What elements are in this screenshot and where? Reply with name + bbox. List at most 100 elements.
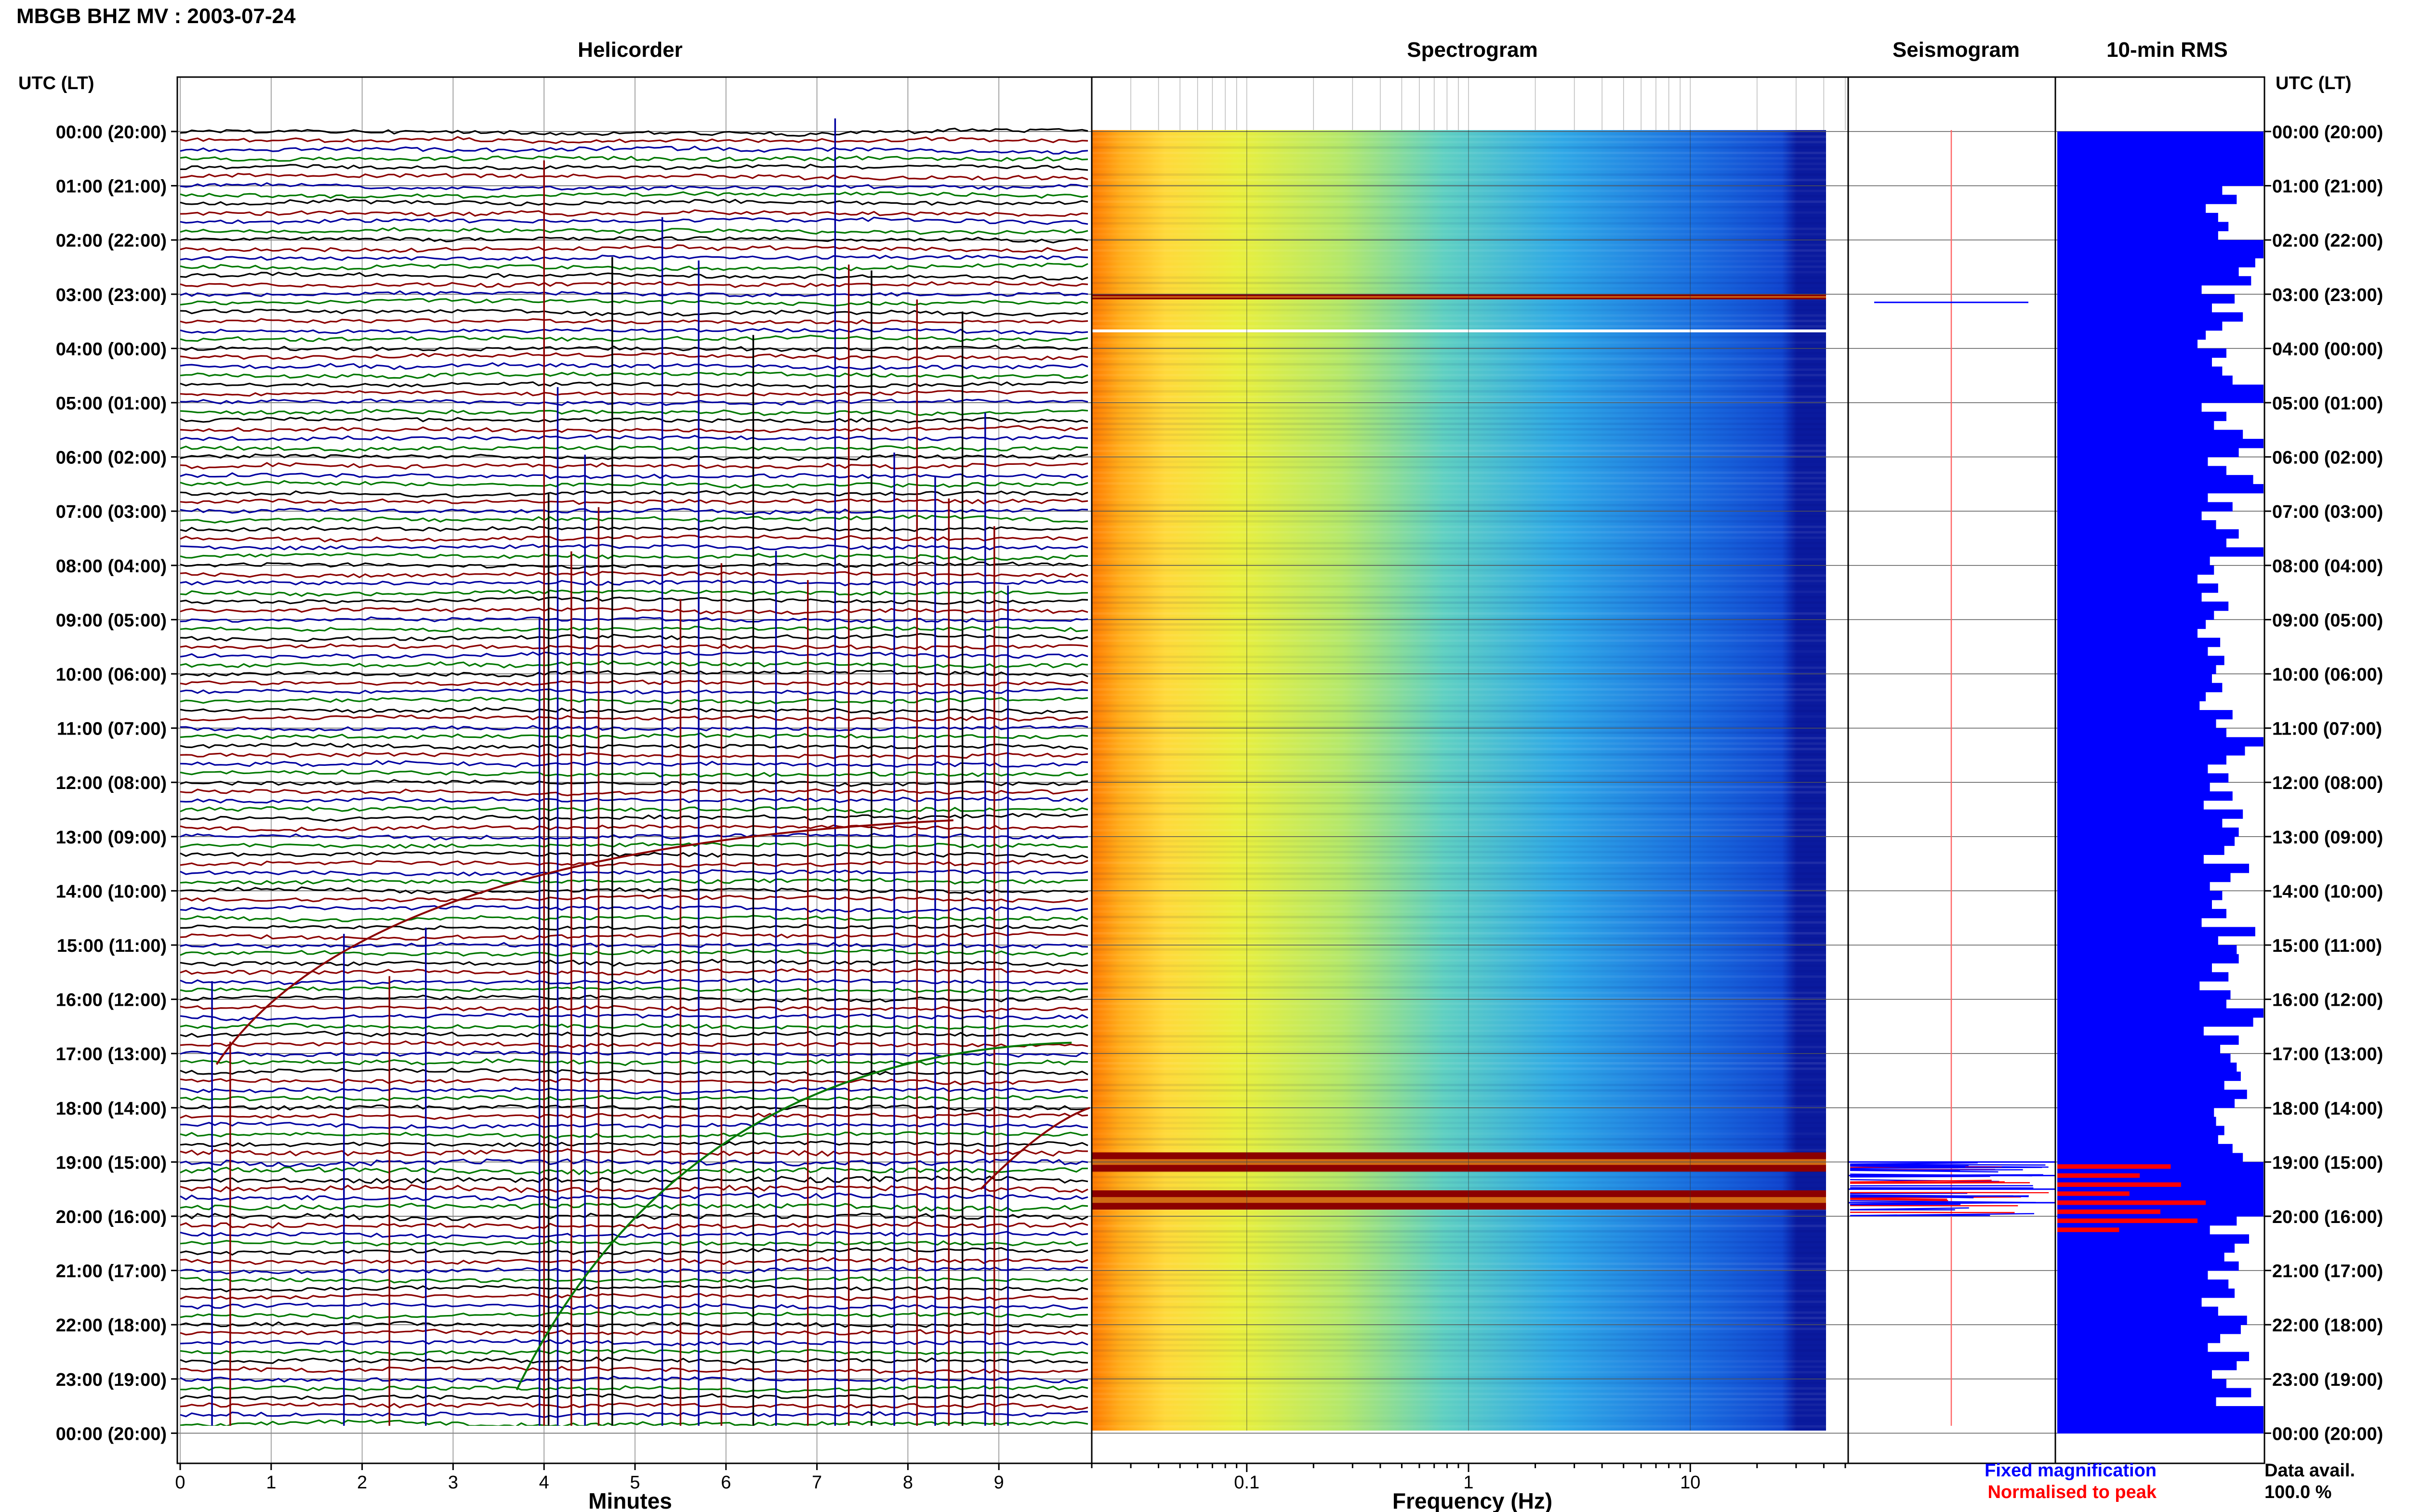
rms-bar [2057, 1279, 2229, 1289]
time-label-left: 08:00 (04:00) [56, 556, 167, 577]
time-label-left: 07:00 (03:00) [56, 502, 167, 522]
rms-peak-bar [2057, 1164, 2171, 1169]
helicorder-trace [180, 877, 1088, 885]
time-label-right: 04:00 (00:00) [2272, 339, 2383, 359]
rms-bar [2057, 493, 2208, 503]
helicorder-trace [180, 198, 1088, 206]
rms-bar [2057, 212, 2218, 223]
rms-bar [2057, 592, 2202, 602]
helicorder-trace [180, 660, 1088, 669]
helicorder-trace [180, 796, 1088, 804]
rms-bar [2057, 240, 2263, 250]
helicorder-trace [180, 616, 1088, 623]
helicorder-trace [180, 1385, 1088, 1393]
rms-bar [2057, 1388, 2251, 1397]
helicorder-trace [180, 725, 1088, 732]
minute-tick-label: 0 [175, 1473, 185, 1493]
time-label-left: 18:00 (14:00) [56, 1099, 167, 1119]
helicorder-trace [180, 742, 1088, 750]
time-label-left: 10:00 (06:00) [56, 665, 167, 685]
rms-bar [2057, 538, 2226, 548]
rms-bar [2057, 1424, 2263, 1433]
rms-bar [2057, 330, 2206, 340]
helicorder-trace [180, 915, 1088, 922]
helicorder-trace [180, 607, 1088, 615]
helicorder-trace [180, 462, 1088, 470]
helicorder-trace [180, 806, 1088, 814]
time-label-right: 21:00 (17:00) [2272, 1262, 2383, 1282]
rms-bar [2057, 1035, 2239, 1045]
helicorder-trace [180, 290, 1088, 298]
rms-bar [2057, 1135, 2218, 1144]
helicorder-trace [180, 209, 1088, 217]
rms-bar [2057, 411, 2226, 421]
helicorder-trace [180, 1166, 1088, 1175]
rms-bar [2057, 1117, 2216, 1126]
helicorder-trace [180, 833, 1088, 841]
rms-bar [2057, 701, 2200, 710]
helicorder-trace [180, 1023, 1088, 1030]
rms-bar [2057, 1044, 2221, 1054]
helicorder-trace [180, 1230, 1088, 1239]
time-label-right: 22:00 (18:00) [2272, 1315, 2383, 1336]
time-label-left: 11:00 (07:00) [57, 719, 167, 739]
rms-bar [2057, 755, 2226, 765]
rms-peak-bar [2057, 1191, 2130, 1196]
time-labels: 00:00 (20:00) 00:00 (20:00) 01:00 (21:00) 0… [56, 122, 2383, 1444]
time-label-left: 01:00 (21:00) [56, 177, 167, 197]
helicorder-trace [180, 769, 1088, 777]
rms-bar [2057, 312, 2243, 322]
figure-title: MBGB BHZ MV : 2003-07-24 [16, 4, 296, 28]
helicorder-trace [180, 1212, 1088, 1222]
helicorder-trace [180, 408, 1088, 416]
helicorder-trace [180, 327, 1088, 335]
time-label-right: 16:00 (12:00) [2272, 990, 2383, 1011]
time-label-right: 13:00 (09:00) [2272, 828, 2383, 848]
helicorder-trace [180, 352, 1088, 361]
rms-bar [2057, 764, 2208, 774]
helicorder-trace [180, 1158, 1088, 1168]
helicorder-trace [180, 163, 1088, 171]
rms-bar [2057, 1342, 2208, 1353]
rms-bar [2057, 475, 2253, 485]
rms-bar [2057, 845, 2224, 855]
helicorder-trace [180, 136, 1088, 145]
grid [171, 77, 2271, 1463]
helicorder-trace [180, 1321, 1088, 1328]
rms-bar [2057, 583, 2218, 593]
helicorder-trace [180, 155, 1088, 162]
helicorder-trace [180, 182, 1088, 191]
time-label-left: 17:00 (13:00) [56, 1044, 167, 1065]
rms-bar [2057, 204, 2206, 213]
helicorder-trace [180, 824, 1088, 832]
rms-bar [2057, 601, 2229, 611]
rms-bar [2057, 629, 2198, 638]
helicorder-trace [180, 308, 1088, 317]
rms-bar [2057, 303, 2212, 313]
rms-bar [2057, 1144, 2233, 1154]
rms-bar [2057, 665, 2216, 674]
helicorder-trace [180, 514, 1088, 524]
time-label-right: 00:00 (20:00) [2272, 122, 2383, 143]
rms-bar [2057, 1126, 2224, 1135]
minute-tick-label: 8 [903, 1473, 913, 1493]
rms-bar [2057, 710, 2233, 720]
helicorder-trace [180, 1051, 1088, 1058]
helicorder-trace [180, 1247, 1088, 1256]
helicorder-trace [180, 1393, 1088, 1401]
helicorder-trace [180, 948, 1088, 957]
rms-bar [2057, 990, 2231, 1000]
helicorder-trace [180, 1095, 1088, 1102]
rms-bar [2057, 1325, 2241, 1334]
helicorder-trace [180, 625, 1088, 632]
rms-bar [2057, 1333, 2221, 1343]
rms-bar [2057, 719, 2216, 729]
rms-bar [2057, 963, 2212, 973]
helicorder-trace [180, 145, 1088, 155]
helicorder-trace [180, 1293, 1088, 1301]
helicorder-trace [180, 1276, 1088, 1284]
time-label-right: 07:00 (03:00) [2272, 502, 2383, 522]
helicorder-trace [180, 263, 1088, 272]
helicorder-trace [180, 1266, 1088, 1275]
rms-bar [2057, 1270, 2208, 1280]
